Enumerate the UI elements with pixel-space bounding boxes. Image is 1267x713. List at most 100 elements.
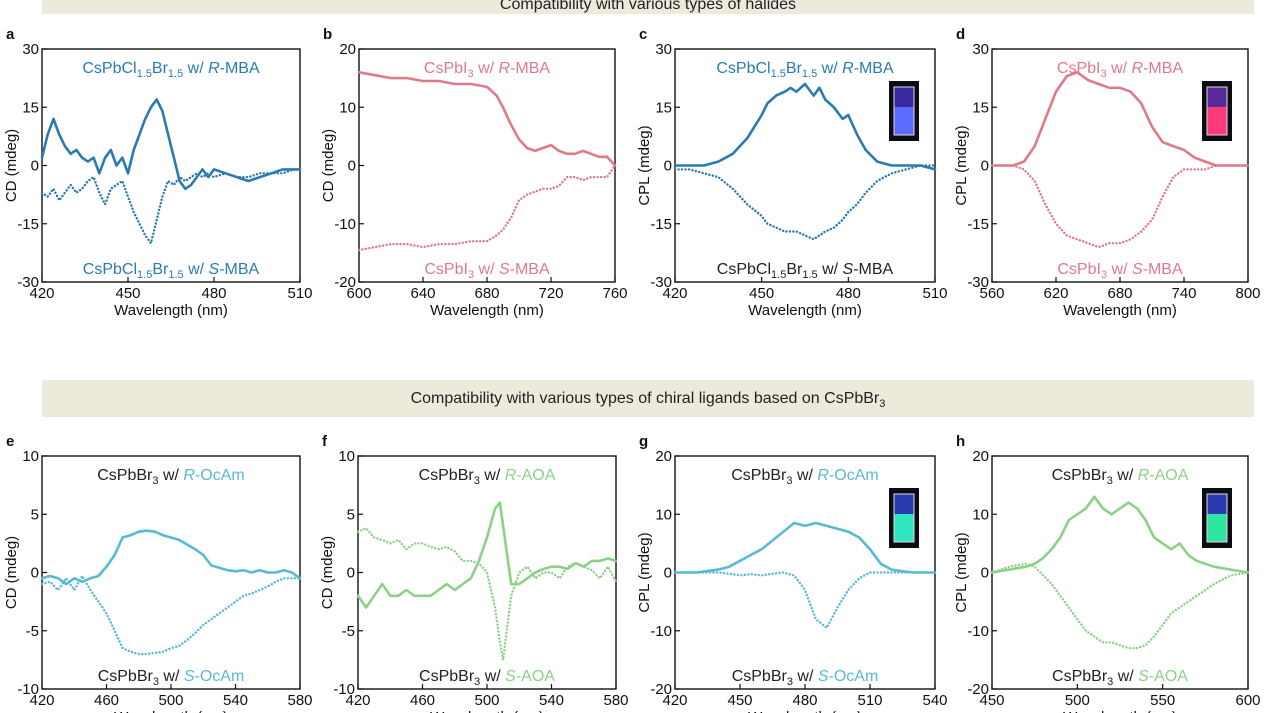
vial-top xyxy=(894,87,914,107)
y-tick-label: 15 xyxy=(22,99,39,116)
annotation-part: R xyxy=(1138,467,1150,484)
series-line-r-aoa xyxy=(990,495,1250,574)
series-line-s-ocam xyxy=(40,574,302,656)
annotation-part: w/ xyxy=(183,60,208,77)
x-tick-label: 510 xyxy=(287,285,312,302)
y-tick-label: -15 xyxy=(650,216,672,233)
x-axis-label: Wavelength (nm) xyxy=(114,302,228,319)
x-tick-label: 580 xyxy=(287,692,312,709)
annotation-part: CsPbBr xyxy=(1052,668,1108,685)
y-tick-label: 15 xyxy=(655,99,672,116)
annotation-part: 3 xyxy=(787,676,793,688)
annotation-part: -AOA xyxy=(516,668,555,685)
y-tick-label: 20 xyxy=(655,448,672,465)
x-axis-label: Wavelength (nm) xyxy=(1063,709,1177,713)
y-tick-label: 0 xyxy=(664,158,672,175)
y-axis-label: CPL (mdeg) xyxy=(636,532,653,612)
annotation-part: -MBA xyxy=(1143,261,1183,278)
annotation-part: 3 xyxy=(1101,269,1107,281)
x-tick-label: 480 xyxy=(201,285,226,302)
series-line-r-mba xyxy=(990,71,1250,167)
y-tick-label: -30 xyxy=(650,274,672,291)
y-axis-label: CD (mdeg) xyxy=(3,536,20,609)
annotation-part: S xyxy=(505,668,516,685)
panel-label-c: c xyxy=(639,26,647,43)
banner-title-subscript: 3 xyxy=(879,398,886,411)
y-tick-label: 0 xyxy=(31,158,39,175)
annotation-part: 3 xyxy=(1101,68,1107,80)
annotation-part: -MBA xyxy=(854,60,894,77)
annotation-part: S xyxy=(818,668,829,685)
vial-inset-photo xyxy=(889,488,919,548)
annotation-part: -MBA xyxy=(510,261,550,278)
panel-d: d 560 620 680 740 800 -30 -15 0 15 30 Wavelength (n… xyxy=(953,26,1261,319)
vial-liquid xyxy=(894,107,914,135)
x-tick-label: 800 xyxy=(1235,285,1260,302)
y-tick-label: -5 xyxy=(342,623,355,640)
series-annotation-bottom: CsPbBr3 w/ S-AOA xyxy=(419,668,555,688)
x-tick-label: 450 xyxy=(749,285,774,302)
y-axis-label: CD (mdeg) xyxy=(319,536,336,609)
x-tick-label: 600 xyxy=(346,285,371,302)
annotation-part: CsPbBr xyxy=(419,668,475,685)
y-tick-label: 15 xyxy=(972,99,989,116)
x-tick-label: 480 xyxy=(836,285,861,302)
x-tick-label: 540 xyxy=(539,692,564,709)
y-tick-label: 0 xyxy=(347,565,355,582)
x-tick-label: 620 xyxy=(1043,285,1068,302)
y-tick-label: -10 xyxy=(334,216,356,233)
annotation-part: S xyxy=(499,261,510,278)
panel-label-h: h xyxy=(956,433,965,450)
series-line-s-mba xyxy=(990,164,1250,249)
y-tick-label: -10 xyxy=(967,623,989,640)
series-annotation-top: CsPbI3 w/ R-MBA xyxy=(1057,60,1183,80)
series-line-r-ocam xyxy=(673,521,937,574)
y-tick-label: 20 xyxy=(972,448,989,465)
panel-label-a: a xyxy=(6,26,15,43)
annotation-part: CsPbBr xyxy=(97,467,153,484)
x-tick-label: 540 xyxy=(223,692,248,709)
annotation-part: -OcAm xyxy=(829,668,879,685)
x-tick-label: 640 xyxy=(410,285,435,302)
annotation-part: CsPbBr xyxy=(731,467,787,484)
x-tick-label: 740 xyxy=(1171,285,1196,302)
series-annotation-top: CsPbI3 w/ R-MBA xyxy=(424,60,550,80)
annotation-part: CsPbCl xyxy=(83,261,137,278)
annotation-part: w/ xyxy=(480,668,505,685)
y-tick-label: 10 xyxy=(22,448,39,465)
annotation-part: 1.5 xyxy=(168,68,183,80)
annotation-part: 1.5 xyxy=(802,68,817,80)
annotation-part: w/ xyxy=(1107,60,1132,77)
annotation-part: 3 xyxy=(474,676,480,688)
annotation-part: Br xyxy=(152,261,169,278)
vial-outline xyxy=(893,493,915,543)
series-annotation-bottom: CsPbBr3 w/ S-OcAm xyxy=(732,668,879,688)
annotation-part: w/ xyxy=(817,60,842,77)
y-tick-label: 10 xyxy=(338,448,355,465)
annotation-part: CsPbBr xyxy=(419,467,475,484)
annotation-part: R xyxy=(817,467,829,484)
x-tick-label: 540 xyxy=(922,692,947,709)
y-tick-label: -20 xyxy=(334,274,356,291)
series-annotation-top: CsPbBr3 w/ R-OcAm xyxy=(97,467,244,487)
annotation-part: 3 xyxy=(1107,475,1113,487)
annotation-part: S xyxy=(209,261,220,278)
annotation-part: -MBA xyxy=(219,261,259,278)
series-annotation-top: CsPbCl1.5Br1.5 w/ R-MBA xyxy=(716,60,894,80)
annotation-part: -AOA xyxy=(516,467,555,484)
y-tick-label: -30 xyxy=(967,274,989,291)
banner-title-halides: Compatibility with various types of hali… xyxy=(499,0,797,13)
annotation-part: w/ xyxy=(474,261,499,278)
vial-inset-photo xyxy=(889,81,919,141)
x-tick-label: 460 xyxy=(94,692,119,709)
x-tick-label: 680 xyxy=(474,285,499,302)
series-annotation-bottom: CsPbCl1.5Br1.5 w/ S-MBA xyxy=(83,261,260,281)
annotation-part: -MBA xyxy=(510,60,550,77)
annotation-part: S xyxy=(1138,668,1149,685)
vial-top xyxy=(1207,87,1227,107)
annotation-part: CsPbI xyxy=(1057,60,1101,77)
y-tick-label: 10 xyxy=(972,506,989,523)
series-annotation-top: CsPbBr3 w/ R-OcAm xyxy=(731,467,878,487)
x-tick-label: 580 xyxy=(603,692,628,709)
